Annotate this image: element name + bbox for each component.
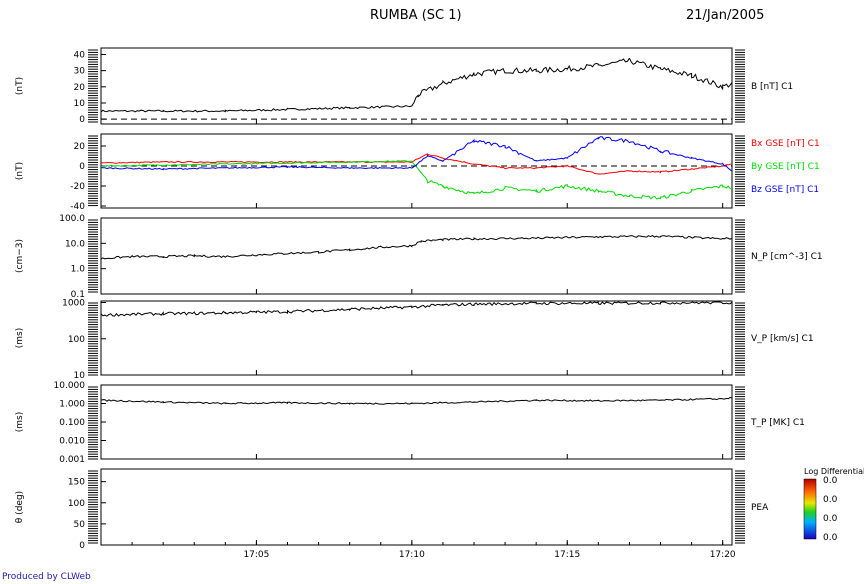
panel-3 [88,217,745,295]
y-tick-label: 0 [79,541,85,551]
colorbar-label: 0.0 [823,495,838,505]
series-label: PEA [751,503,769,513]
y-tick-label: 100 [68,499,85,509]
panel-frame [100,47,733,125]
series-line [100,301,733,317]
y-tick-label: 100 [68,335,85,345]
y-tick-label: 10.0 [65,239,85,249]
colorbar [803,478,817,540]
y-axis-unit: (ms) [15,412,25,432]
y-tick-label: 100.0 [59,214,85,224]
y-tick-label: 0.010 [59,437,85,447]
panel-6 [88,468,745,546]
series-line [100,396,733,405]
series-line [100,160,733,200]
series-line [100,235,733,260]
y-tick-label: 20 [74,83,86,93]
y-tick-label: 10 [74,99,86,109]
series-label: Bz GSE [nT] C1 [751,185,819,195]
series-label: Bx GSE [nT] C1 [751,139,820,149]
y-tick-label: 0.1 [71,290,85,300]
credit-link[interactable]: Produced by CLWeb [2,572,91,582]
y-tick-label: 0 [79,115,85,125]
y-tick-label: 0.001 [59,455,85,465]
panel-frame [100,468,733,546]
series-label: V_P [km/s] C1 [751,334,814,344]
y-tick-label: 40 [74,50,86,60]
y-tick-label: 50 [74,520,86,530]
y-tick-label: 1.000 [59,400,85,410]
panel-frame [100,384,733,460]
y-tick-label: 0 [79,162,85,172]
series-line [100,153,733,175]
y-axis-unit: (nT) [15,162,25,180]
x-tick-label: 17:05 [243,550,269,560]
panel-frame [100,300,733,376]
panel-5 [88,384,745,460]
y-axis-unit: (nT) [15,77,25,95]
y-tick-label: 30 [74,67,86,77]
y-tick-label: -40 [70,202,85,212]
y-tick-label: -20 [70,182,85,192]
y-tick-label: 0.100 [59,418,85,428]
x-tick-label: 17:15 [554,550,580,560]
series-label: By GSE [nT] C1 [751,162,820,172]
series-label: T_P [MK] C1 [750,418,805,428]
y-tick-label: 1.0 [71,265,86,275]
chart-title: RUMBA (SC 1) [370,8,462,23]
colorbar-label: 0.0 [823,533,838,543]
y-tick-label: 150 [68,478,85,488]
panel-2 [88,133,745,209]
y-tick-label: 10.000 [54,381,86,391]
panel-4 [88,300,745,376]
colorbar-label: 0.0 [823,514,838,524]
series-label: N_P [cm^-3] C1 [751,252,823,262]
x-tick-label: 17:10 [399,550,425,560]
colorbar-title: Log Differential [804,467,864,476]
y-axis-unit: (cm−3) [15,239,25,273]
panel-1 [88,47,745,125]
y-axis-unit: θ (deg) [15,491,25,523]
y-axis-unit: (ms) [15,328,25,348]
series-line [100,57,733,113]
panel-frame [100,217,733,295]
colorbar-label: 0.0 [823,476,838,486]
x-tick-label: 17:20 [710,550,736,560]
chart-date: 21/Jan/2005 [686,8,765,23]
y-tick-label: 10 [74,371,86,381]
series-line [100,136,733,172]
y-tick-label: 1000 [62,299,85,309]
y-tick-label: 20 [74,142,86,152]
panel-frame [100,133,733,209]
series-label: B [nT] C1 [751,82,793,92]
